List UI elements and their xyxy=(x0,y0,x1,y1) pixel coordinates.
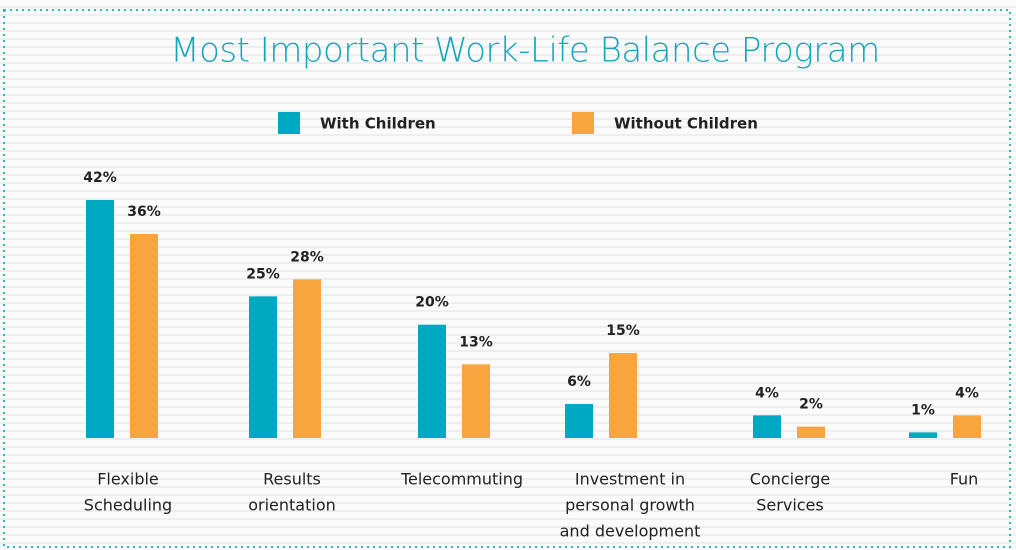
bar xyxy=(418,324,446,438)
bar xyxy=(293,279,321,438)
value-label: 1% xyxy=(911,402,935,418)
value-label: 25% xyxy=(246,266,280,282)
bar xyxy=(797,426,825,438)
category-label: Telecommuting xyxy=(400,470,523,489)
value-label: 20% xyxy=(415,295,449,311)
category-label: Fun xyxy=(950,470,979,489)
value-label: 4% xyxy=(955,385,979,401)
legend-swatch xyxy=(572,112,594,134)
bar xyxy=(953,415,981,438)
category-label: personal growth xyxy=(565,496,695,515)
bar xyxy=(249,296,277,438)
bar xyxy=(609,353,637,438)
chart-title: Most Important Work-Life Balance Program xyxy=(170,31,879,71)
category-label: Services xyxy=(756,496,823,515)
category-label: orientation xyxy=(248,496,336,515)
bar xyxy=(86,200,114,438)
value-label: 6% xyxy=(567,374,591,390)
legend-label: With Children xyxy=(320,115,436,133)
bar xyxy=(753,415,781,438)
bar xyxy=(130,234,158,438)
value-label: 2% xyxy=(799,397,823,413)
bar xyxy=(909,432,937,438)
value-label: 15% xyxy=(606,323,640,339)
category-label: Concierge xyxy=(750,470,830,489)
border xyxy=(3,9,1011,548)
value-label: 4% xyxy=(755,385,779,401)
legend-label: Without Children xyxy=(614,115,758,133)
value-label: 28% xyxy=(290,249,324,265)
value-label: 36% xyxy=(127,204,161,220)
bar xyxy=(565,404,593,438)
category-label: and development xyxy=(560,522,701,541)
value-label: 13% xyxy=(459,334,493,350)
category-label: Scheduling xyxy=(84,496,172,515)
bar xyxy=(462,364,490,438)
category-label: Flexible xyxy=(97,470,159,489)
legend-swatch xyxy=(278,112,300,134)
value-label: 42% xyxy=(83,170,117,186)
category-label: Investment in xyxy=(575,470,685,489)
category-label: Results xyxy=(263,470,321,489)
